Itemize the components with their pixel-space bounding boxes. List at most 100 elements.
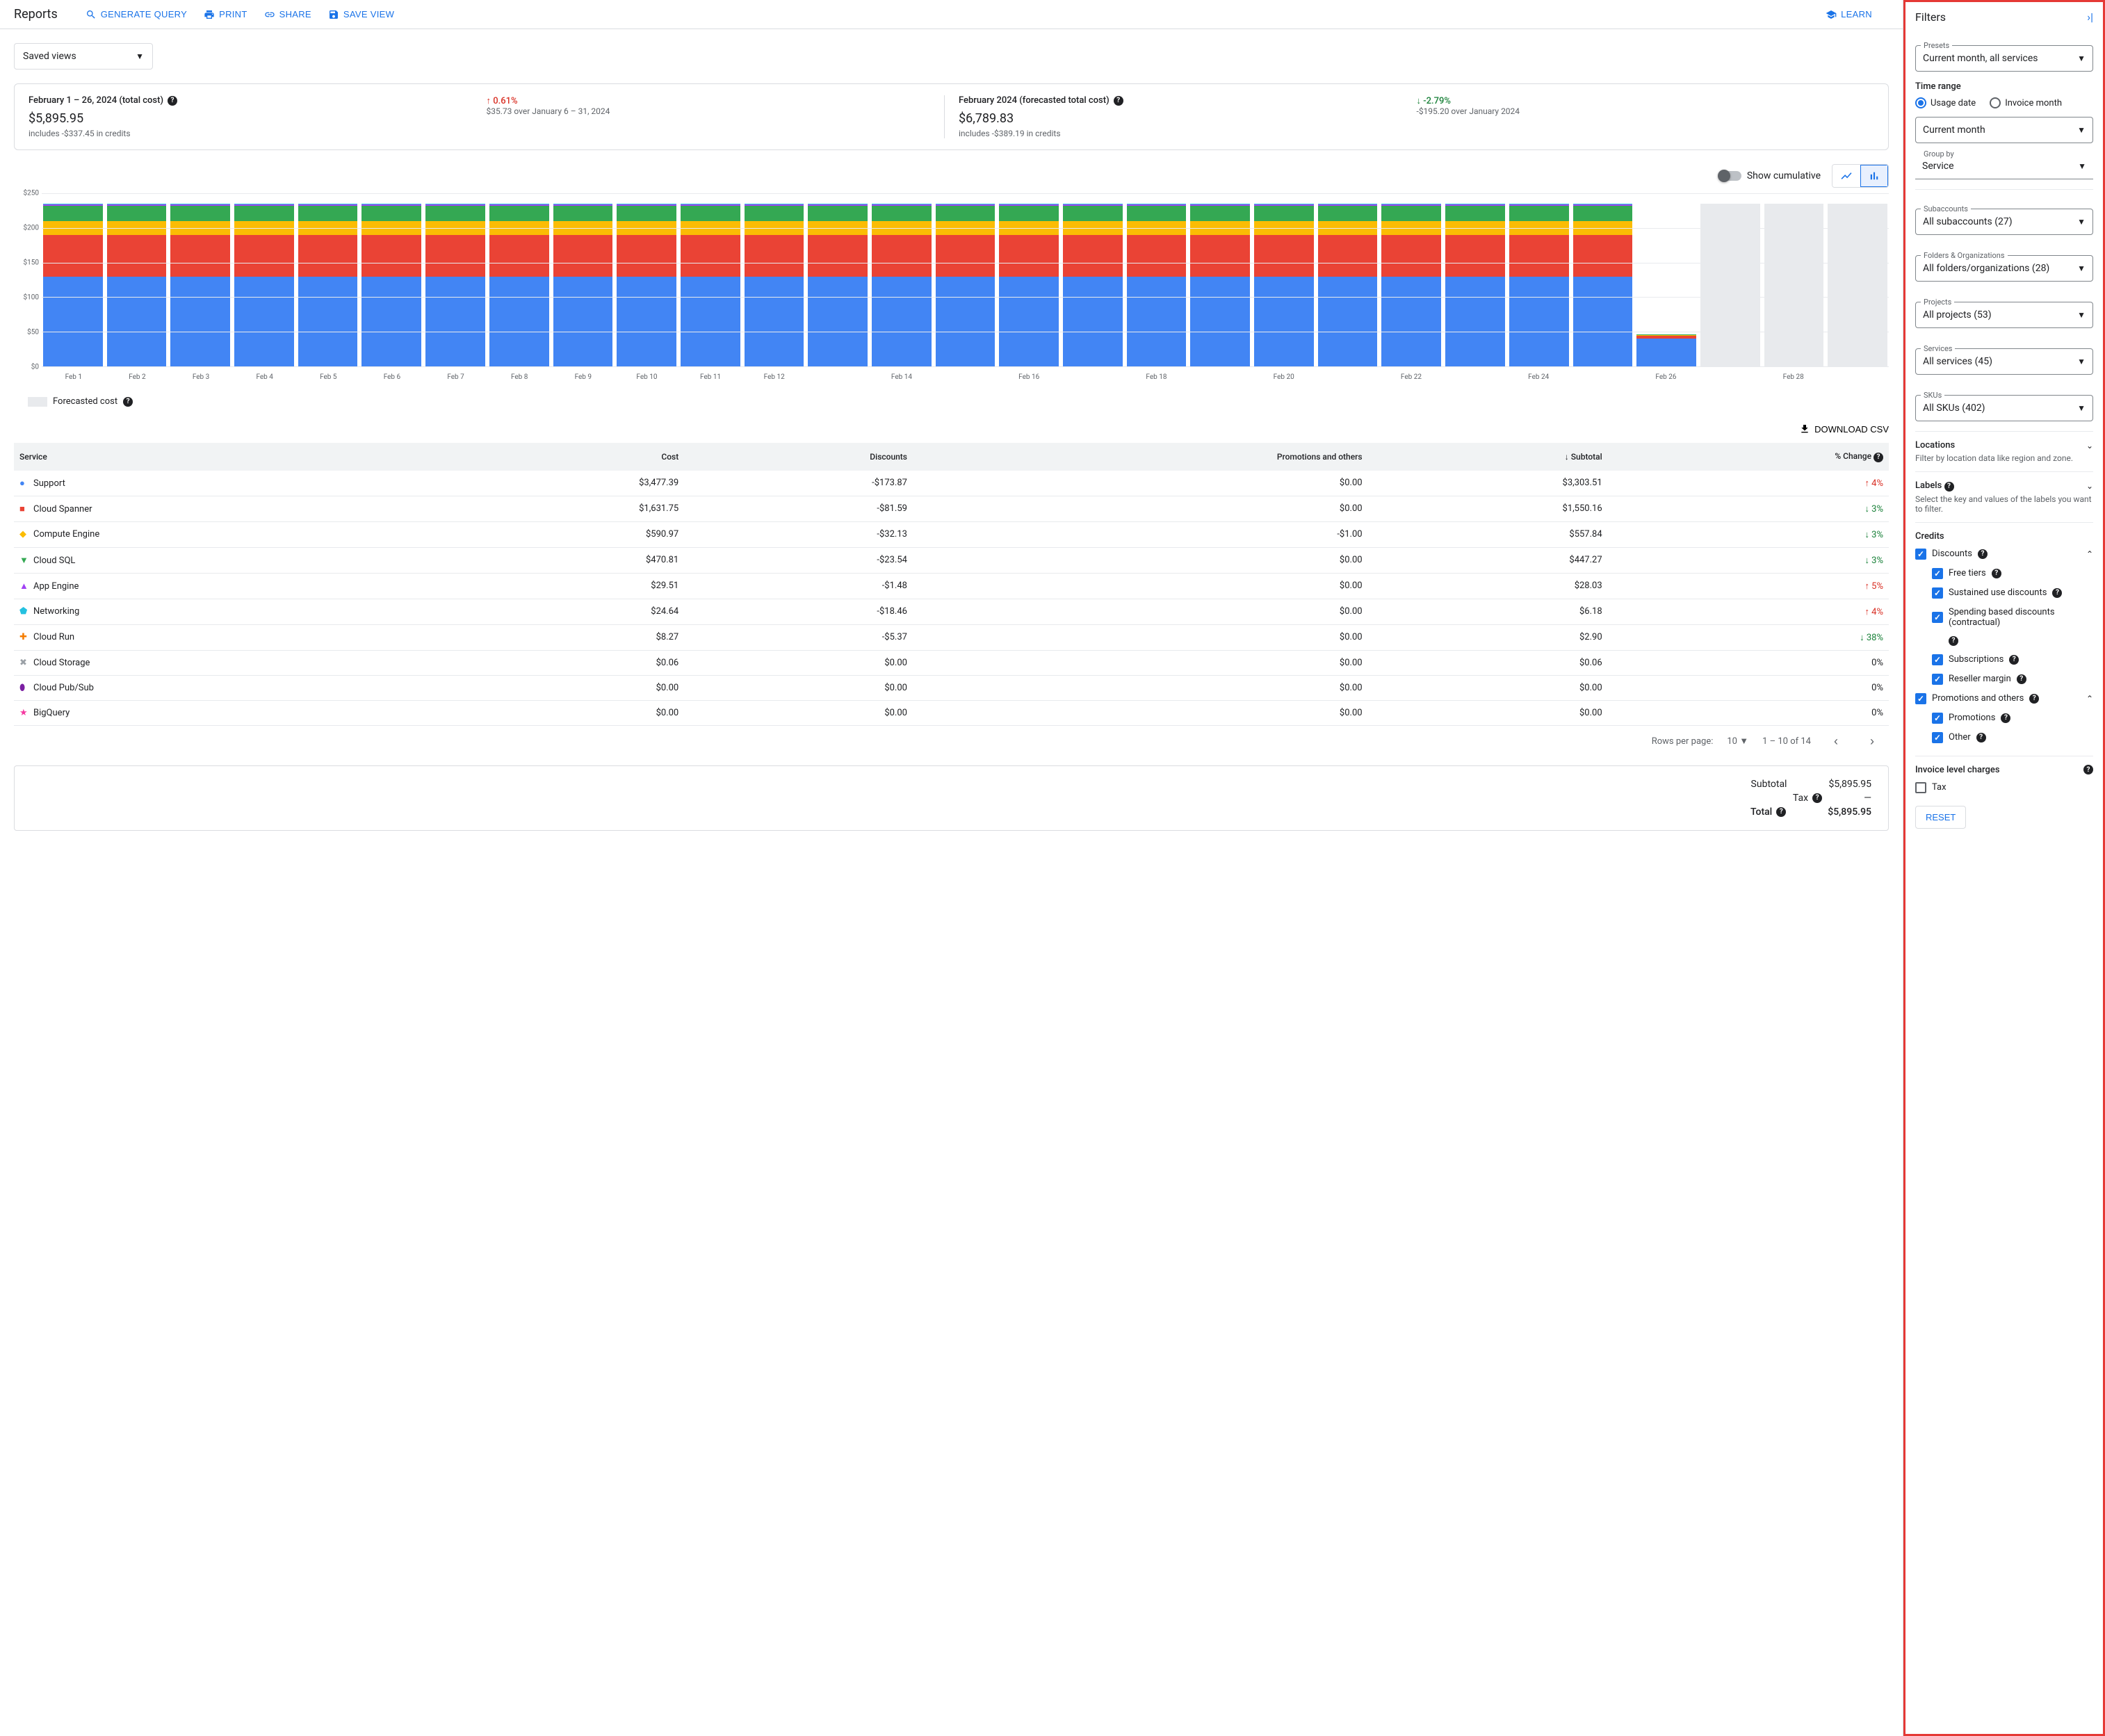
chevron-down-icon: ▼ — [136, 51, 144, 61]
generate-query-button[interactable]: GENERATE QUERY — [86, 9, 187, 20]
download-csv-button[interactable]: DOWNLOAD CSV — [1799, 423, 1889, 435]
learn-icon — [1826, 9, 1837, 20]
labels-section[interactable]: Labels ?⌄ — [1915, 480, 2093, 492]
chart-bar[interactable] — [745, 193, 804, 366]
help-icon[interactable]: ? — [2009, 655, 2019, 665]
table-row[interactable]: ◆Compute Engine$590.97-$32.13-$1.00$557.… — [14, 521, 1889, 547]
subscriptions-checkbox[interactable]: Subscriptions ? — [1915, 650, 2093, 670]
help-icon[interactable]: ? — [1812, 793, 1822, 803]
table-row[interactable]: ✚Cloud Run$8.27-$5.37$0.00$2.90↓ 38% — [14, 624, 1889, 650]
free-tiers-checkbox[interactable]: Free tiers ? — [1915, 564, 2093, 583]
line-chart-button[interactable] — [1832, 165, 1860, 187]
chart-bar[interactable] — [936, 193, 995, 366]
chart-bar[interactable] — [681, 193, 740, 366]
help-icon[interactable]: ? — [123, 397, 133, 407]
chart-bar[interactable] — [425, 193, 485, 366]
table-row[interactable]: ⬟Networking$24.64-$18.46$0.00$6.18↑ 4% — [14, 599, 1889, 624]
chart-bar[interactable] — [872, 193, 932, 366]
usage-date-radio[interactable]: Usage date — [1915, 97, 1976, 108]
chart-bar[interactable] — [361, 193, 421, 366]
help-icon[interactable]: ? — [2083, 765, 2093, 774]
header: Reports GENERATE QUERY PRINT SHARE SAVE … — [0, 0, 1903, 29]
help-icon[interactable]: ? — [2001, 713, 2010, 723]
chart-bar[interactable] — [1828, 193, 1887, 366]
query-icon — [86, 9, 97, 20]
table-row[interactable]: ●Support$3,477.39-$173.87$0.00$3,303.51↑… — [14, 471, 1889, 496]
table-header[interactable]: % Change ? — [1608, 443, 1889, 471]
help-icon[interactable]: ? — [2017, 674, 2026, 684]
help-icon[interactable]: ? — [168, 96, 177, 106]
help-icon[interactable]: ? — [2052, 588, 2062, 598]
table-row[interactable]: ⬮Cloud Pub/Sub$0.00$0.00$0.00$0.000% — [14, 675, 1889, 700]
table-row[interactable]: ▼Cloud SQL$470.81-$23.54$0.00$447.27↓ 3% — [14, 547, 1889, 573]
promotions-sub-checkbox[interactable]: Promotions ? — [1915, 708, 2093, 728]
learn-button[interactable]: LEARN — [1826, 9, 1872, 20]
chart-bar[interactable] — [1127, 193, 1187, 366]
chart-bar[interactable] — [1063, 193, 1123, 366]
help-icon[interactable]: ? — [1976, 733, 1986, 743]
chart-bar[interactable] — [1573, 193, 1633, 366]
help-icon[interactable]: ? — [1114, 96, 1123, 106]
help-icon[interactable]: ? — [1978, 549, 1988, 559]
collapse-icon[interactable]: ›| — [2087, 10, 2093, 24]
chart-bar[interactable] — [107, 193, 167, 366]
table-header[interactable]: Service — [14, 443, 444, 471]
rows-per-page-select[interactable]: 10 ▼ — [1727, 736, 1748, 747]
other-checkbox[interactable]: Other ? — [1915, 728, 2093, 747]
sustained-checkbox[interactable]: Sustained use discounts ? — [1915, 583, 2093, 603]
chart-bar[interactable] — [553, 193, 613, 366]
help-icon[interactable]: ? — [1992, 569, 2001, 578]
chart-bar[interactable] — [43, 193, 103, 366]
time-range-select[interactable]: Current month▼ — [1915, 117, 2093, 143]
table-header[interactable]: Cost — [444, 443, 684, 471]
table-row[interactable]: ▲App Engine$29.51-$1.48$0.00$28.03↑ 5% — [14, 573, 1889, 599]
chart-bar[interactable] — [1509, 193, 1569, 366]
chart-bar[interactable] — [1190, 193, 1250, 366]
reset-button[interactable]: RESET — [1915, 806, 1966, 829]
table-row[interactable]: ✖Cloud Storage$0.06$0.00$0.00$0.060% — [14, 650, 1889, 675]
bar-chart-button[interactable] — [1860, 165, 1888, 187]
chart-bar[interactable] — [1700, 193, 1760, 366]
promotions-checkbox[interactable]: Promotions and others ?⌃ — [1915, 689, 2093, 708]
table-row[interactable]: ■Cloud Spanner$1,631.75-$81.59$0.00$1,55… — [14, 496, 1889, 521]
saved-views-dropdown[interactable]: Saved views ▼ — [14, 43, 153, 70]
chart-bar[interactable] — [298, 193, 358, 366]
help-icon[interactable]: ? — [1949, 636, 1958, 646]
bar-chart-icon — [1868, 170, 1880, 182]
table-header[interactable]: Promotions and others — [913, 443, 1368, 471]
help-icon[interactable]: ? — [1776, 807, 1786, 817]
chart-bar[interactable] — [808, 193, 868, 366]
chart-bar[interactable] — [1318, 193, 1378, 366]
save-view-button[interactable]: SAVE VIEW — [328, 9, 394, 20]
share-button[interactable]: SHARE — [264, 9, 311, 20]
chart-bar[interactable] — [170, 193, 230, 366]
chart-bar[interactable] — [1636, 193, 1696, 366]
help-icon[interactable]: ? — [1944, 482, 1954, 492]
help-icon[interactable]: ? — [2029, 694, 2039, 704]
prev-page-button[interactable]: ‹ — [1825, 734, 1847, 749]
print-button[interactable]: PRINT — [204, 9, 247, 20]
chart-bar[interactable] — [234, 193, 294, 366]
spending-checkbox[interactable]: Spending based discounts (contractual) — [1915, 603, 2093, 632]
table-header[interactable]: Discounts — [684, 443, 913, 471]
show-cumulative-toggle[interactable]: Show cumulative — [1719, 170, 1821, 181]
table-header[interactable]: ↓ Subtotal — [1368, 443, 1608, 471]
chart-bar[interactable] — [999, 193, 1059, 366]
line-chart-icon — [1840, 170, 1853, 182]
invoice-month-radio[interactable]: Invoice month — [1990, 97, 2062, 108]
next-page-button[interactable]: › — [1861, 734, 1883, 749]
summary-cards: February 1 – 26, 2024 (total cost) ? $5,… — [14, 83, 1889, 150]
chart-bar[interactable] — [1445, 193, 1505, 366]
forecast-change: ↓ -2.79% -$195.20 over January 2024 — [1417, 95, 1875, 138]
chart-bar[interactable] — [617, 193, 676, 366]
actual-cost-card: February 1 – 26, 2024 (total cost) ? $5,… — [29, 95, 487, 138]
chart-bar[interactable] — [1764, 193, 1824, 366]
chart-bar[interactable] — [489, 193, 549, 366]
locations-section[interactable]: Locations⌄ — [1915, 440, 2093, 451]
tax-checkbox[interactable]: Tax — [1915, 778, 2093, 797]
discounts-checkbox[interactable]: Discounts ?⌃ — [1915, 544, 2093, 564]
table-row[interactable]: ★BigQuery$0.00$0.00$0.00$0.000% — [14, 700, 1889, 725]
chart-bar[interactable] — [1381, 193, 1441, 366]
reseller-checkbox[interactable]: Reseller margin ? — [1915, 670, 2093, 689]
chart-bar[interactable] — [1254, 193, 1314, 366]
